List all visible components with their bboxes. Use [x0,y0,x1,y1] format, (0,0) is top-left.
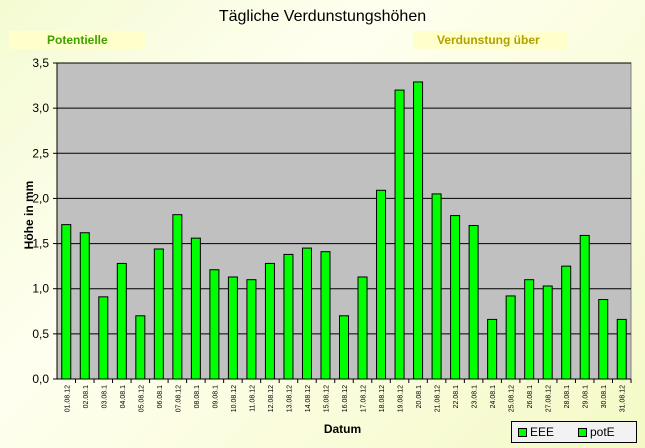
x-tick-label: 27.08.12 [546,385,553,412]
bar [320,251,331,380]
bar [339,315,349,380]
chart-title: Tägliche Verdunstungshöhen [218,8,427,25]
x-tick-label: 07.08.12 [175,385,182,412]
x-tick-label: 19.08.12 [398,385,405,412]
bar [301,247,312,380]
bar [413,81,424,380]
legend-swatch [578,428,587,438]
x-tick-label: 06.08.1 [157,385,164,408]
bar [616,318,627,380]
bar [153,248,164,380]
legend-swatch [518,428,527,438]
y-tick-label: 0,0 [32,372,49,386]
legend-item-pote: potE [578,425,615,439]
x-tick-label: 09.08.1 [212,385,219,408]
x-axis-label: Datum [323,422,362,436]
bar [598,299,609,380]
x-tick-label: 23.08.1 [472,385,479,408]
bar [190,237,201,380]
x-tick-label: 22.08.1 [453,385,460,408]
x-tick-label: 24.08.1 [490,385,497,408]
x-tick-label: 10.08.12 [231,385,238,412]
bar [357,276,368,380]
bar [542,285,553,380]
x-tick-label: 13.08.12 [286,385,293,412]
x-tick-label: 30.08.1 [601,385,608,408]
x-tick-label: 21.08.12 [435,385,442,412]
bar [394,89,405,380]
legend-label: EEE [530,425,555,439]
bar [135,315,146,380]
bar [79,232,90,380]
bar [264,262,275,380]
bar [487,318,498,380]
x-tick-label: 03.08.1 [101,385,108,408]
y-tick-label: 3,0 [32,101,49,115]
y-tick-label: 2,5 [32,146,49,160]
x-tick-label: 15.08.12 [323,385,330,412]
bar [61,224,72,380]
y-tick-label: 2,0 [32,191,49,205]
x-tick-label: 11.08.12 [249,385,256,412]
legend: EEE potE [511,421,637,443]
bar [98,296,109,380]
y-tick-label: 1,0 [32,282,49,296]
bar [468,225,479,380]
x-tick-label: 14.08.12 [305,385,312,412]
bar [579,234,590,380]
x-tick-label: 20.08.1 [416,385,423,408]
bar [116,262,127,380]
legend-label: potE [590,425,615,439]
x-tick-label: 26.08.1 [527,385,534,408]
label-verdunstung-ueber: Verdunstung über [413,31,567,49]
bar [246,279,257,380]
x-tick-label: 29.08.1 [583,385,590,408]
x-tick-label: 08.08.1 [194,385,201,408]
x-tick-label: 18.08.12 [379,385,386,412]
bar [450,215,461,380]
x-tick-label: 31.08.12 [620,385,627,412]
bar [561,265,572,380]
bar [172,214,183,380]
x-tick-label: 25.08.12 [509,385,516,412]
bar [524,279,535,380]
label-potentielle: Potentielle [9,31,145,49]
x-tick-label: 01.08.12 [64,385,71,412]
y-axis-label: Höhe in mm [22,180,36,250]
legend-item-eee: EEE [518,425,554,439]
x-tick-label: 16.08.12 [342,385,349,412]
bar [283,253,294,380]
bar [505,295,516,380]
x-tick-label: 02.08.1 [83,385,90,408]
x-tick-label: 17.08.12 [361,385,368,412]
y-tick-label: 0,5 [32,327,49,341]
x-tick-label: 28.08.1 [564,385,571,408]
bar [431,193,442,380]
x-tick-label: 05.08.12 [138,385,145,412]
bar [209,269,220,380]
bar [376,189,387,380]
bar [227,276,238,380]
y-tick-label: 3,5 [32,56,49,70]
y-tick-label: 1,5 [32,237,49,251]
x-tick-label: 04.08.1 [120,385,127,408]
x-tick-label: 12.08.12 [268,385,275,412]
